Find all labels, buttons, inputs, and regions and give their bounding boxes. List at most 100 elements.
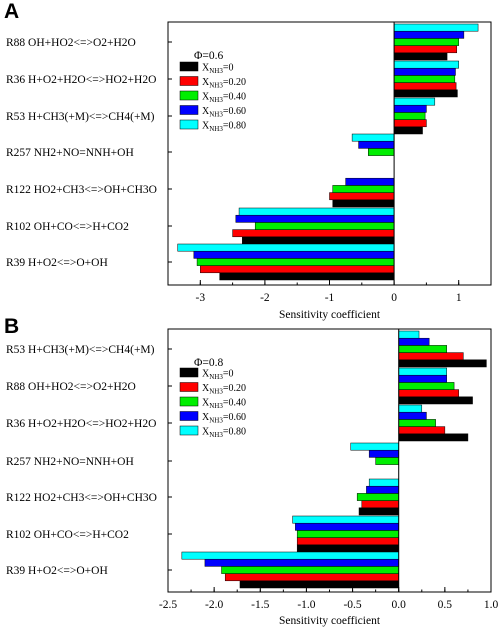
category-label: R88 OH+HO2<=>O2+H2O <box>6 381 136 393</box>
bar <box>366 485 399 494</box>
bar <box>393 38 459 46</box>
bar <box>393 23 479 32</box>
legend-entry: XNH3=0.20 <box>202 77 246 90</box>
bar <box>351 133 395 142</box>
bar <box>398 367 447 376</box>
bar <box>393 89 458 98</box>
chart-panel-B: B -2.5 -2.0 -1.5 -1.0 -0.5 0.0 0.5 1.0 Sensitivit… <box>4 315 498 627</box>
bar <box>398 330 420 339</box>
panel-label: A <box>4 0 19 23</box>
bar <box>181 551 399 560</box>
bar <box>393 97 436 106</box>
bar <box>177 243 395 252</box>
category-label: R36 H+O2+H2O<=>HO2+H2O <box>6 418 156 430</box>
x-tick-label: -1.0 <box>297 599 315 611</box>
bar <box>224 573 399 582</box>
x-axis-label: Sensitivity coefficient <box>279 309 381 321</box>
category-label: R53 H+CH3(+M)<=>CH4(+M) <box>6 344 155 356</box>
bar <box>238 207 395 216</box>
bar <box>239 580 399 589</box>
bar <box>196 258 395 266</box>
bar <box>398 404 423 413</box>
bar <box>393 52 448 61</box>
legend-entry: XNH3=0.40 <box>202 92 246 105</box>
legend-swatch <box>179 119 199 130</box>
bar <box>232 229 395 238</box>
bar <box>193 250 395 259</box>
x-tick-label: 1.0 <box>484 599 498 611</box>
bar <box>398 396 473 405</box>
legend-swatch <box>179 425 199 436</box>
bar <box>398 389 459 398</box>
category-label: R122 HO2+CH3<=>OH+CH3O <box>6 184 157 196</box>
bar <box>398 337 430 346</box>
bar <box>375 457 399 465</box>
legend-swatch <box>179 61 199 72</box>
x-tick-label: 0 <box>391 292 397 304</box>
bar <box>398 419 436 427</box>
bar <box>393 45 458 54</box>
bar <box>350 442 399 451</box>
bar <box>398 359 487 368</box>
chart-panel-A: A -3 -2 -1 0 1 Sensitivity coefficient R88 OH+H… <box>4 0 492 321</box>
legend-entry: XNH3=0.20 <box>202 383 246 396</box>
bar <box>398 433 469 442</box>
bar <box>393 104 427 113</box>
x-tick-label: -0.5 <box>343 599 361 611</box>
bar <box>296 537 399 546</box>
bar <box>219 272 395 281</box>
bar <box>393 119 427 128</box>
bar <box>393 60 459 69</box>
x-tick-label: -1 <box>325 292 335 304</box>
bar <box>235 214 395 223</box>
bar <box>398 374 447 383</box>
legend-swatch <box>179 382 199 392</box>
legend-entry: XNH3=0.40 <box>202 398 246 411</box>
category-label: R39 H+O2<=>O+OH <box>6 257 108 269</box>
legend-entry: XNH3=0.60 <box>202 412 246 425</box>
bar <box>361 500 399 509</box>
bar <box>332 185 395 193</box>
x-tick-label: -2 <box>260 292 270 304</box>
legend-swatch <box>179 105 199 115</box>
legend-entry: XNH3=0.80 <box>202 427 246 440</box>
bar <box>221 566 399 574</box>
legend-entry: XNH3=0 <box>202 369 234 382</box>
condition-label: Φ=0.6 <box>194 50 224 62</box>
legend-entry: XNH3=0.60 <box>202 106 246 119</box>
bar <box>393 112 426 120</box>
bar <box>200 265 395 274</box>
legend-swatch <box>179 411 199 421</box>
bar <box>295 522 399 531</box>
legend-swatch <box>179 90 199 101</box>
condition-label: Φ=0.8 <box>194 357 224 369</box>
x-tick-label: -2.0 <box>205 599 223 611</box>
legend-swatch <box>179 367 199 378</box>
bar <box>242 236 395 245</box>
x-tick-label: -3 <box>196 292 206 304</box>
x-tick-label: 0.0 <box>392 599 407 611</box>
bar <box>398 426 446 435</box>
bar <box>398 411 427 420</box>
legend-swatch <box>179 76 199 86</box>
x-tick-label: -2.5 <box>159 599 177 611</box>
category-label: R53 H+CH3(+M)<=>CH4(+M) <box>6 111 155 123</box>
category-label: R39 H+O2<=>O+OH <box>6 565 108 577</box>
bar <box>393 82 457 91</box>
bar <box>368 478 399 487</box>
bar <box>345 177 395 186</box>
category-label: R257 NH2+NO=NNH+OH <box>6 147 134 159</box>
category-label: R122 HO2+CH3<=>OH+CH3O <box>6 492 157 504</box>
category-label: R36 H+O2+H2O<=>HO2+H2O <box>6 74 156 86</box>
legend-entry: XNH3=0 <box>202 63 234 76</box>
x-tick-label: 1 <box>456 292 462 304</box>
bar <box>358 140 395 149</box>
bar <box>393 126 423 135</box>
bar <box>356 493 399 501</box>
bar <box>398 352 464 361</box>
bar <box>393 75 456 83</box>
bar <box>292 515 399 524</box>
bar <box>398 382 455 390</box>
